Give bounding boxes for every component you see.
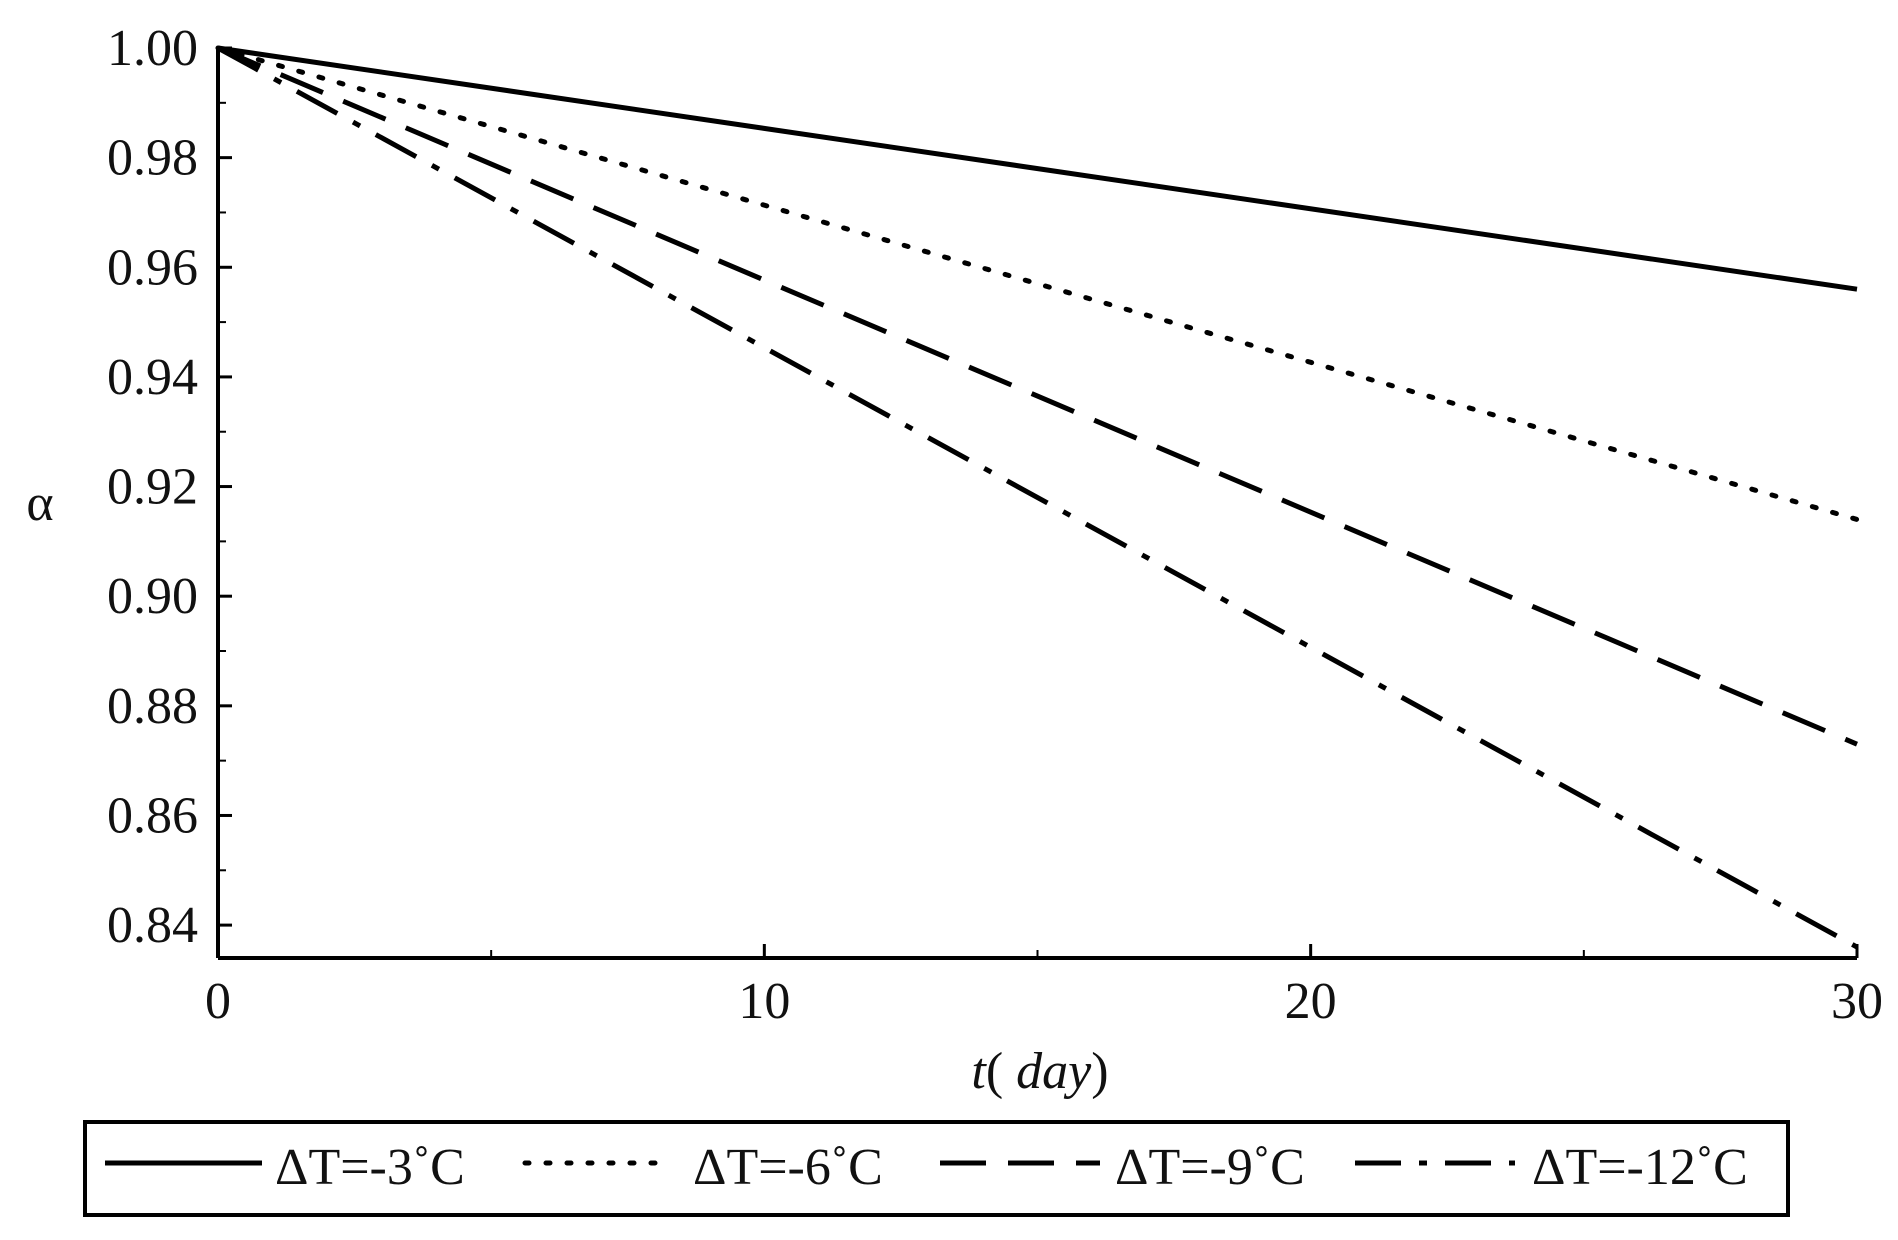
legend-label-series-3: ΔT=-9˚C	[1115, 1139, 1305, 1196]
y-axis-title: α	[26, 475, 53, 532]
y-tick-label: 0.84	[107, 897, 198, 954]
series-line-4	[216, 45, 1859, 950]
y-tick-label: 0.88	[107, 678, 198, 735]
x-tick-label: 20	[1285, 973, 1337, 1030]
legend-label-series-4: ΔT=-12˚C	[1532, 1139, 1748, 1196]
series-line-3	[217, 45, 1858, 747]
legend-box	[83, 1120, 1790, 1217]
y-axis-ticks: 0.84 0.86 0.88 0.90 0.92 0.94 0.96 0.98 1.00	[107, 20, 232, 954]
x-axis-title: t( day)	[971, 1043, 1108, 1100]
y-tick-label: 0.98	[107, 130, 198, 187]
x-tick-label: 0	[205, 973, 231, 1030]
x-axis-title-unit: day	[1003, 1043, 1092, 1100]
legend-label-series-2: ΔT=-6˚C	[693, 1139, 883, 1196]
y-tick-label: 0.86	[107, 787, 198, 844]
y-tick-label: 0.90	[107, 568, 198, 625]
legend: ΔT=-3˚C ΔT=-6˚C ΔT=-9˚C ΔT=-12˚C	[83, 1120, 1790, 1217]
y-tick-label: 0.96	[107, 239, 198, 296]
x-tick-label: 10	[738, 973, 790, 1030]
series-line-2	[215, 45, 1860, 522]
x-axis-ticks: 0 10 20 30	[205, 944, 1883, 1030]
x-axis-title-close-paren: )	[1091, 1043, 1108, 1100]
series-line-1	[217, 45, 1858, 292]
plot-lines	[215, 45, 1860, 950]
y-tick-label: 0.94	[107, 349, 198, 406]
y-tick-label: 0.92	[107, 459, 198, 516]
y-tick-label: 1.00	[107, 20, 198, 77]
x-axis-title-variable: t	[971, 1043, 987, 1100]
x-tick-label: 30	[1831, 973, 1883, 1030]
legend-label-series-1: ΔT=-3˚C	[275, 1139, 465, 1196]
x-axis-title-open-paren: (	[986, 1043, 1003, 1100]
